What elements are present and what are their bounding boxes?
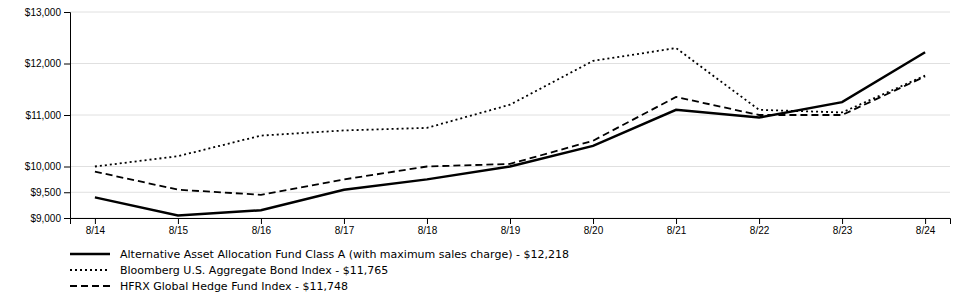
y-tick: $11,000 bbox=[26, 110, 70, 121]
x-tick-mark bbox=[344, 218, 345, 224]
y-axis-line bbox=[64, 13, 71, 219]
grid-line bbox=[70, 12, 950, 13]
grid bbox=[70, 12, 950, 218]
y-tick-label: $9,000 bbox=[30, 213, 61, 224]
legend-swatch bbox=[70, 285, 110, 287]
x-tick-mark bbox=[95, 218, 96, 224]
y-tick: $10,000 bbox=[25, 161, 70, 172]
x-tick: 8/24 bbox=[916, 218, 936, 236]
x-tick-mark bbox=[593, 218, 594, 224]
x-tick: 8/23 bbox=[833, 218, 853, 236]
legend-swatch bbox=[70, 253, 110, 256]
y-tick: $13,000 bbox=[25, 7, 70, 18]
x-tick-mark bbox=[925, 218, 926, 224]
y-tick-label: $9,500 bbox=[30, 187, 61, 198]
y-tick-mark bbox=[64, 115, 70, 116]
y-tick-label: $12,000 bbox=[25, 58, 62, 69]
x-tick-mark bbox=[178, 218, 179, 224]
legend-label: Bloomberg U.S. Aggregate Bond Index - $1… bbox=[120, 264, 388, 277]
lines bbox=[95, 48, 925, 215]
plot: $9,000 $9,500 $10,000 $11,000 $12,000 $13,000… bbox=[25, 7, 951, 236]
x-tick-label: 8/22 bbox=[750, 225, 770, 236]
x-tick: 8/17 bbox=[335, 218, 355, 236]
x-tick-mark bbox=[510, 218, 511, 224]
x-tick: 8/18 bbox=[418, 218, 438, 236]
grid-line bbox=[70, 63, 950, 64]
x-tick-label: 8/18 bbox=[418, 225, 438, 236]
x-tick: 8/14 bbox=[86, 218, 106, 236]
x-tick-label: 8/14 bbox=[86, 225, 106, 236]
legend-label: Alternative Asset Allocation Fund Class … bbox=[120, 248, 569, 261]
x-tick: 8/22 bbox=[750, 218, 770, 236]
legend-item: Alternative Asset Allocation Fund Class … bbox=[70, 248, 569, 261]
legend: Alternative Asset Allocation Fund Class … bbox=[70, 248, 569, 293]
y-tick-mark bbox=[64, 64, 70, 65]
x-tick-mark bbox=[676, 218, 677, 224]
legend-label: HFRX Global Hedge Fund Index - $11,748 bbox=[120, 280, 348, 293]
y-tick-mark bbox=[64, 192, 70, 193]
x-tick-label: 8/17 bbox=[335, 225, 355, 236]
y-tick-mark bbox=[64, 167, 70, 168]
x-tick-label: 8/16 bbox=[252, 225, 272, 236]
x-tick: 8/20 bbox=[584, 218, 604, 236]
y-tick: $9,500 bbox=[30, 187, 70, 198]
series-line bbox=[95, 52, 925, 215]
chart: $9,000 $9,500 $10,000 $11,000 $12,000 $13,000… bbox=[0, 0, 975, 304]
x-tick: 8/21 bbox=[667, 218, 687, 236]
y-tick-mark bbox=[64, 12, 70, 13]
x-tick-label: 8/19 bbox=[501, 225, 521, 236]
x-tick-label: 8/24 bbox=[916, 225, 936, 236]
x-axis-line bbox=[71, 219, 951, 225]
x-tick-mark bbox=[261, 218, 262, 224]
y-tick-mark bbox=[64, 218, 70, 219]
y-tick: $12,000 bbox=[25, 58, 70, 69]
x-tick-label: 8/23 bbox=[833, 225, 853, 236]
y-axis: $9,000 $9,500 $10,000 $11,000 $12,000 $13,000 bbox=[25, 7, 71, 224]
legend-item: HFRX Global Hedge Fund Index - $11,748 bbox=[70, 280, 348, 293]
series-line bbox=[95, 48, 925, 166]
grid-line bbox=[70, 192, 950, 193]
y-tick-label: $13,000 bbox=[25, 7, 62, 18]
x-axis: 8/14 8/15 8/16 8/17 8/18 8/19 8/20 8/21 8/22 8/23… bbox=[71, 218, 951, 236]
x-tick-label: 8/20 bbox=[584, 225, 604, 236]
legend-item: Bloomberg U.S. Aggregate Bond Index - $1… bbox=[70, 264, 388, 277]
x-tick: 8/19 bbox=[501, 218, 521, 236]
x-tick: 8/15 bbox=[169, 218, 189, 236]
x-tick-mark bbox=[842, 218, 843, 224]
x-tick-label: 8/21 bbox=[667, 225, 687, 236]
x-tick-label: 8/15 bbox=[169, 225, 189, 236]
y-tick-label: $10,000 bbox=[25, 161, 62, 172]
x-tick-mark bbox=[427, 218, 428, 224]
x-tick-mark bbox=[759, 218, 760, 224]
x-tick: 8/16 bbox=[252, 218, 272, 236]
y-tick-label: $11,000 bbox=[26, 110, 62, 121]
y-tick: $9,000 bbox=[30, 213, 70, 224]
series-line bbox=[95, 76, 925, 194]
legend-swatch bbox=[70, 269, 110, 271]
